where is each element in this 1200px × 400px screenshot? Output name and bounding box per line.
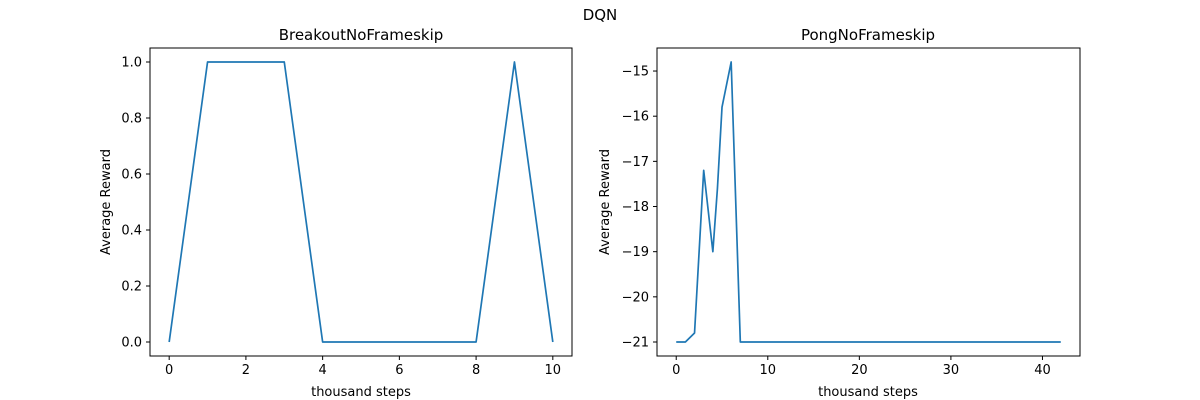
x-tick-label: 10 (545, 363, 562, 378)
axes-frame (149, 47, 573, 357)
series-line (168, 61, 554, 343)
x-tick-label: 4 (318, 363, 326, 378)
y-tick-label: −18 (622, 200, 649, 215)
y-tick-label: 0.0 (121, 336, 142, 351)
x-tick-label: 2 (242, 363, 250, 378)
x-tick-label: 8 (472, 363, 480, 378)
x-tick-label: 0 (672, 363, 680, 378)
x-axis-label: thousand steps (311, 385, 411, 400)
y-tick-label: 0.6 (121, 168, 142, 183)
y-tick-label: −21 (622, 336, 649, 351)
x-tick-label: 10 (760, 363, 777, 378)
x-axis-label: thousand steps (818, 385, 918, 400)
y-tick-label: 0.4 (121, 224, 142, 239)
y-tick-label: −20 (622, 290, 649, 305)
y-tick-label: 0.8 (121, 112, 142, 127)
series-line (676, 61, 1061, 343)
chart-title: BreakoutNoFrameskip (279, 26, 444, 44)
chart-title: PongNoFrameskip (801, 26, 935, 44)
y-tick-label: −15 (622, 65, 649, 80)
figure-suptitle: DQN (583, 6, 618, 24)
y-tick-label: −19 (622, 245, 649, 260)
y-axis-label: Average Reward (598, 149, 613, 255)
x-tick-label: 0 (165, 363, 173, 378)
y-tick-label: 0.2 (121, 280, 142, 295)
y-tick-label: 1.0 (121, 56, 142, 71)
y-tick-label: −17 (622, 155, 649, 170)
x-tick-label: 40 (1034, 363, 1051, 378)
y-axis-label: Average Reward (99, 149, 114, 255)
x-tick-label: 6 (395, 363, 403, 378)
x-tick-label: 20 (851, 363, 868, 378)
axes-frame (656, 47, 1081, 357)
chart-breakout: BreakoutNoFrameskip 0 2 4 6 8 10 0.0 0.2 0.4 0.6 0… (99, 26, 573, 400)
chart-pong: PongNoFrameskip 0 10 20 30 40 −21 −20 −19 −18 −17… (598, 26, 1081, 400)
x-tick-label: 30 (943, 363, 960, 378)
y-tick-label: −16 (622, 110, 649, 125)
